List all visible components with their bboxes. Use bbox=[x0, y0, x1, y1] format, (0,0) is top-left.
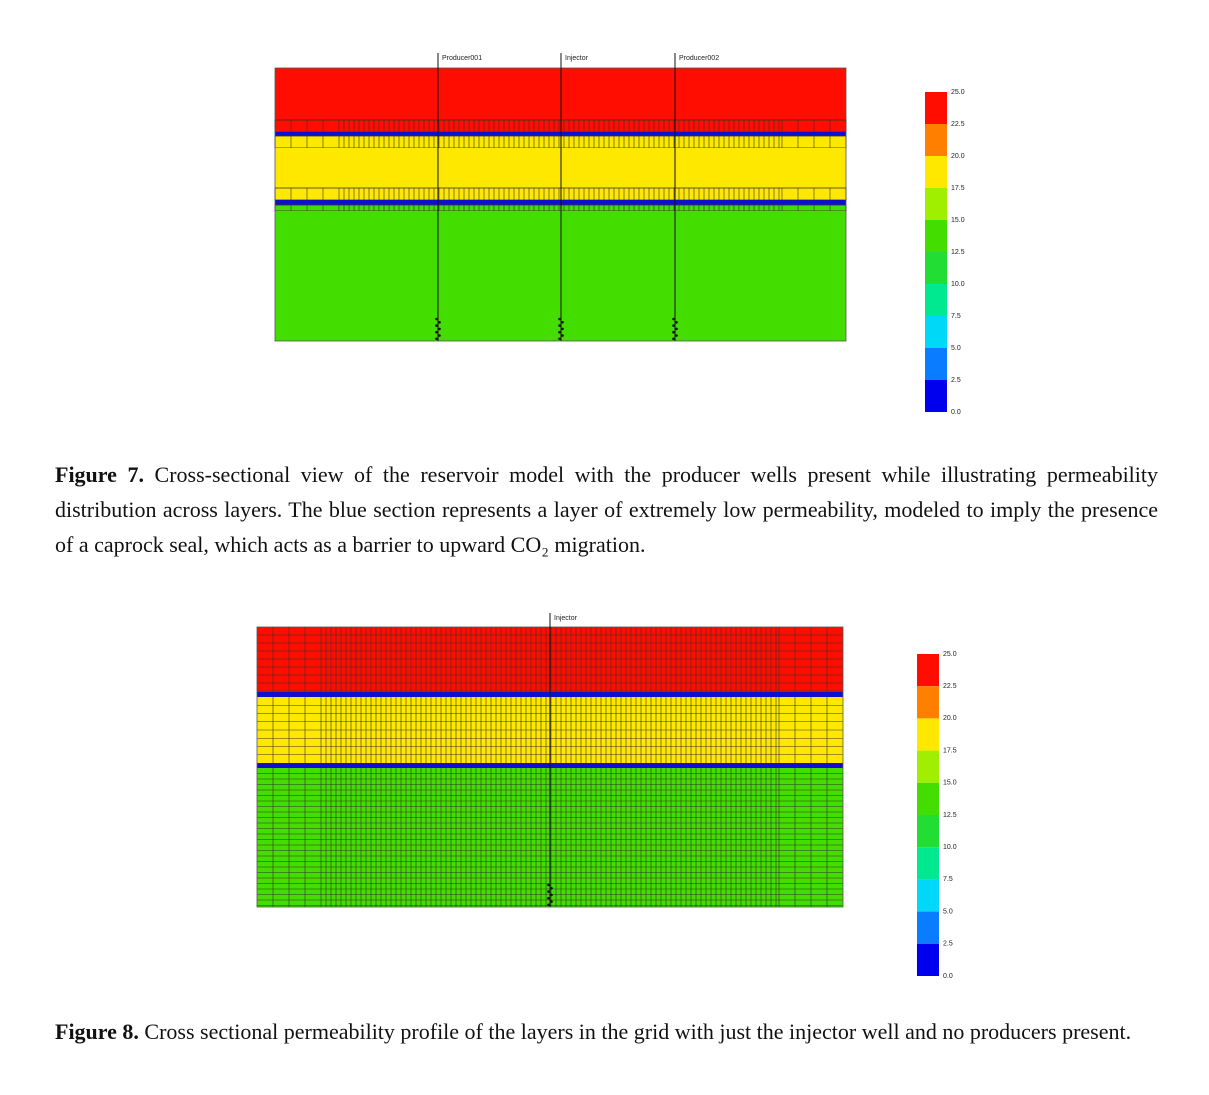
perforation bbox=[547, 903, 550, 907]
colorbar-segment bbox=[917, 718, 939, 751]
caption-label: Figure 7. bbox=[55, 462, 144, 487]
perforation bbox=[675, 327, 678, 331]
perforation bbox=[550, 893, 553, 897]
colorbar-label: 22.5 bbox=[943, 683, 957, 690]
colorbar-segment bbox=[925, 156, 947, 188]
perforation bbox=[558, 317, 561, 321]
colorbar-segment bbox=[925, 188, 947, 220]
well-label: Producer001 bbox=[442, 55, 482, 62]
perforation bbox=[438, 334, 441, 337]
colorbar-label: 2.5 bbox=[943, 941, 953, 948]
colorbar-label: 25.0 bbox=[951, 89, 965, 96]
perforation bbox=[435, 337, 438, 341]
colorbar-segment bbox=[925, 316, 947, 348]
caption: Figure 7. Cross-sectional view of the re… bbox=[55, 457, 1158, 562]
caption-text: Cross-sectional view of the reservoir mo… bbox=[55, 462, 1159, 557]
colorbar-segment bbox=[925, 380, 947, 412]
colorbar-label: 20.0 bbox=[951, 153, 965, 160]
colorbar-label: 15.0 bbox=[943, 780, 957, 787]
perforation bbox=[675, 334, 678, 337]
perforation bbox=[435, 324, 438, 327]
colorbar-segment bbox=[917, 686, 939, 719]
perforation bbox=[547, 896, 550, 900]
colorbar-label: 12.5 bbox=[943, 812, 957, 819]
colorbar-label: 5.0 bbox=[951, 345, 961, 352]
colorbar-segment bbox=[917, 750, 939, 783]
perforation bbox=[558, 337, 561, 341]
colorbar-label: 10.0 bbox=[951, 281, 965, 288]
colorbar-label: 17.5 bbox=[943, 747, 957, 754]
colorbar-segment bbox=[917, 879, 939, 912]
caption-label: Figure 8. bbox=[55, 1019, 139, 1044]
colorbar-label: 10.0 bbox=[943, 844, 957, 851]
perforation bbox=[672, 324, 675, 327]
perforation bbox=[558, 324, 561, 327]
perforation bbox=[435, 330, 438, 334]
colorbar-label: 0.0 bbox=[943, 973, 953, 980]
perforation bbox=[561, 321, 564, 324]
colorbar-segment bbox=[925, 348, 947, 380]
perforation bbox=[672, 317, 675, 321]
colorbar-segment bbox=[917, 847, 939, 880]
colorbar-label: 2.5 bbox=[951, 377, 961, 384]
colorbar-label: 17.5 bbox=[951, 185, 965, 192]
perforation bbox=[558, 330, 561, 334]
perforation bbox=[675, 321, 678, 324]
colorbar-segment bbox=[925, 124, 947, 156]
well-label: Producer002 bbox=[679, 55, 719, 62]
perforation bbox=[672, 337, 675, 341]
colorbar-segment bbox=[917, 782, 939, 815]
colorbar-segment bbox=[925, 284, 947, 316]
colorbar-label: 12.5 bbox=[951, 249, 965, 256]
perforation bbox=[550, 900, 553, 903]
perforation bbox=[435, 317, 438, 321]
colorbar-segment bbox=[925, 252, 947, 284]
perforation bbox=[672, 330, 675, 334]
perforation bbox=[550, 887, 553, 890]
colorbar-segment bbox=[917, 911, 939, 944]
colorbar-label: 5.0 bbox=[943, 908, 953, 915]
colorbar-label: 0.0 bbox=[951, 409, 961, 416]
colorbar-label: 7.5 bbox=[951, 313, 961, 320]
perforation bbox=[547, 890, 550, 893]
colorbar-label: 20.0 bbox=[943, 715, 957, 722]
colorbar-segment bbox=[917, 815, 939, 848]
colorbar-segment bbox=[925, 92, 947, 124]
colorbar-label: 25.0 bbox=[943, 651, 957, 658]
colorbar-label: 15.0 bbox=[951, 217, 965, 224]
perforation bbox=[438, 321, 441, 324]
perforation bbox=[561, 334, 564, 337]
caption: Figure 8. Cross sectional permeability p… bbox=[55, 1014, 1158, 1049]
colorbar-segment bbox=[917, 654, 939, 687]
well-label: Injector bbox=[554, 615, 578, 622]
colorbar-segment bbox=[917, 943, 939, 976]
perforation bbox=[547, 883, 550, 887]
well-label: Injector bbox=[565, 55, 589, 62]
colorbar-segment bbox=[925, 220, 947, 252]
colorbar-label: 7.5 bbox=[943, 876, 953, 883]
colorbar-label: 22.5 bbox=[951, 121, 965, 128]
perforation bbox=[438, 327, 441, 331]
perforation bbox=[561, 327, 564, 331]
caption-text: Cross sectional permeability profile of … bbox=[144, 1019, 1132, 1044]
